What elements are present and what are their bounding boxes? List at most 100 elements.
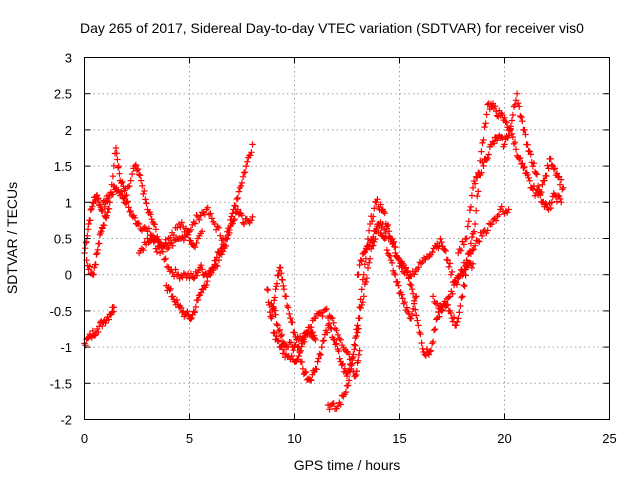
data-point-sample (336, 355, 343, 362)
data-point (150, 238, 157, 246)
data-point-sample (118, 188, 125, 195)
data-point-sample (291, 329, 298, 336)
data-point-sample (228, 213, 235, 220)
data-point (240, 220, 248, 228)
data-point (299, 365, 307, 372)
data-point-sample (93, 251, 100, 258)
data-point-sample (356, 303, 363, 311)
data-point-sample (352, 342, 359, 349)
data-point-sample (339, 360, 346, 368)
data-point (438, 307, 445, 315)
data-point-sample (191, 309, 198, 316)
data-point-sample (140, 246, 147, 254)
data-point-sample (467, 240, 475, 247)
data-point-sample (351, 341, 358, 348)
data-point-sample (533, 171, 541, 178)
data-point-sample (82, 239, 90, 246)
data-point (478, 148, 485, 155)
data-point-sample (545, 165, 552, 172)
data-point-sample (445, 263, 453, 271)
data-point-sample (468, 264, 476, 272)
data-point-sample (99, 207, 106, 215)
data-point-sample (193, 272, 200, 279)
data-point-sample (411, 297, 418, 305)
data-point-sample (442, 247, 449, 255)
data-point-sample (455, 315, 462, 322)
data-point-sample (285, 304, 292, 311)
data-point-sample (214, 223, 221, 230)
data-point (194, 296, 202, 304)
data-point-sample (543, 201, 550, 208)
data-point-sample (127, 207, 134, 215)
data-point-sample (330, 319, 337, 326)
data-point (102, 213, 109, 220)
data-point-sample (380, 208, 387, 215)
data-point-sample (374, 196, 381, 203)
data-point (471, 242, 479, 249)
data-point (249, 213, 256, 220)
data-point-sample (418, 260, 425, 267)
data-point-sample (193, 239, 200, 247)
data-point-sample (383, 225, 391, 232)
data-point (182, 271, 189, 278)
x-tick-label: 5 (186, 431, 193, 446)
data-point-sample (384, 221, 392, 229)
data-point-sample (182, 225, 190, 232)
data-point-sample (498, 203, 505, 210)
data-point-sample (96, 240, 103, 247)
y-tick-label: -2 (60, 413, 72, 428)
data-point (356, 347, 363, 354)
data-point-sample (184, 308, 191, 315)
data-point-sample (128, 170, 136, 178)
data-point-sample (470, 246, 477, 253)
data-point-sample (369, 217, 376, 225)
data-point-sample (143, 200, 150, 207)
data-point-sample (214, 263, 221, 270)
data-point-sample (406, 281, 414, 288)
data-point-sample (548, 161, 555, 169)
data-point (131, 162, 139, 170)
data-point-sample (113, 150, 120, 157)
data-point-sample (447, 271, 455, 278)
data-point-sample (162, 236, 169, 243)
data-point-sample (170, 231, 177, 239)
data-point-sample (280, 282, 287, 290)
data-point-sample (114, 156, 121, 163)
data-point-sample (556, 181, 564, 188)
data-point-sample (301, 338, 308, 345)
data-point-sample (244, 158, 251, 165)
data-point-sample (346, 368, 354, 376)
data-point-sample (365, 259, 373, 266)
data-point-sample (458, 294, 465, 301)
data-point-sample (151, 237, 158, 244)
data-point (471, 220, 479, 228)
data-point-sample (388, 259, 396, 267)
data-point (488, 220, 496, 228)
data-point-sample (97, 319, 104, 326)
data-point-sample (290, 347, 297, 354)
data-point-sample (218, 251, 225, 258)
data-point-sample (172, 266, 179, 273)
data-point-sample (319, 312, 326, 320)
data-point-sample (273, 320, 280, 328)
data-point-sample (279, 350, 287, 357)
data-point-sample (529, 163, 537, 170)
axis-ticks (84, 57, 610, 420)
data-point-sample (401, 299, 408, 306)
data-point-sample (429, 248, 436, 256)
x-tick-label: 15 (392, 431, 406, 446)
data-point-sample (190, 308, 197, 315)
data-point-sample (185, 228, 192, 236)
data-point-sample (273, 332, 280, 340)
data-point (345, 351, 353, 358)
data-point-sample (521, 163, 528, 171)
y-tick-label: -1 (60, 340, 72, 355)
data-point-sample (207, 210, 214, 217)
data-point-sample (338, 361, 345, 369)
data-point-sample (275, 337, 282, 344)
data-point-sample (248, 149, 255, 156)
data-point-sample (425, 351, 433, 358)
data-point-sample (140, 190, 147, 198)
data-point-sample (307, 376, 314, 383)
data-point-sample (276, 326, 283, 334)
